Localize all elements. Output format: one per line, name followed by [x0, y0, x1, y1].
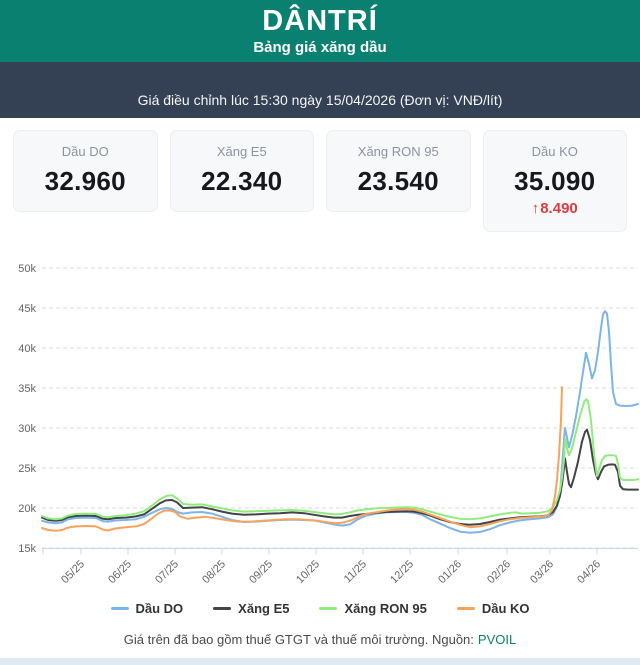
y-axis-label-15k: 15k — [18, 543, 36, 555]
x-axis-label-12/25: 12/25 — [388, 558, 416, 586]
card-value: 32.960 — [44, 166, 126, 196]
legend-label: Dầu DO — [135, 600, 184, 616]
legend-item-dầu-ko[interactable]: Dầu KO — [456, 600, 530, 616]
x-axis-label-09/25: 09/25 — [247, 558, 275, 586]
x-axis-label-04/26: 04/26 — [575, 558, 603, 586]
card-label: Xăng E5 — [216, 144, 267, 159]
card-value: 23.540 — [357, 166, 439, 196]
series-line-dầu-do — [41, 310, 639, 534]
adjustment-info-text: Giá điều chỉnh lúc 15:30 ngày 15/04/2026… — [137, 92, 503, 108]
y-axis-label-20k: 20k — [18, 503, 36, 515]
card-value: 35.090 — [514, 166, 596, 196]
price-change-value: 8.490 — [540, 200, 578, 217]
legend-label: Xăng RON 95 — [344, 600, 427, 616]
y-axis-label-30k: 30k — [18, 423, 36, 435]
series-line-dầu-ko — [41, 386, 563, 532]
y-axis-label-25k: 25k — [18, 463, 36, 475]
series-line-xăng-e5 — [41, 428, 639, 526]
x-axis-label-06/25: 06/25 — [106, 558, 134, 586]
x-axis-label-01/26: 01/26 — [436, 558, 464, 586]
dantri-logo: DÂNTRÍ — [262, 4, 378, 37]
footer-note: Giá trên đã bao gồm thuế GTGT và thuế mô… — [0, 632, 640, 647]
legend-swatch-icon — [456, 606, 475, 610]
page-title: Bảng giá xăng dầu — [253, 38, 387, 56]
series-line-xăng-ron-95 — [41, 398, 639, 521]
fuel-price-line-chart: 15k 20k 25k 30k 35k 40k 45k 50k 05/25 06/25 07/25 0… — [18, 263, 639, 586]
y-axis-label-45k: 45k — [18, 303, 36, 315]
x-axis-label-05/25: 05/25 — [59, 558, 87, 586]
card-value: 22.340 — [201, 166, 283, 196]
legend-item-xăng-e5[interactable]: Xăng E5 — [213, 601, 289, 616]
legend-label: Dầu KO — [481, 600, 530, 616]
x-axis-label-11/25: 11/25 — [342, 558, 369, 585]
price-card-dau-do: Dầu DO 32.960 — [13, 130, 158, 212]
price-card-xang-ron95: Xăng RON 95 23.540 — [326, 130, 471, 212]
price-card-xang-e5: Xăng E5 22.340 — [169, 130, 314, 212]
legend-swatch-icon — [213, 606, 232, 610]
legend-item-xăng-ron-95[interactable]: Xăng RON 95 — [319, 600, 427, 616]
price-card-dau-ko: Dầu KO 35.090 ↑8.490 — [482, 130, 627, 232]
card-label: Dầu DO — [61, 144, 109, 159]
chart-legend: Dầu DO Xăng E5 Xăng RON 95 Dầu KO — [0, 598, 640, 618]
card-label: Xăng RON 95 — [357, 144, 439, 159]
x-axis-label-07/25: 07/25 — [153, 558, 181, 586]
tax-note-text: Giá trên đã bao gồm thuế GTGT và thuế mô… — [123, 632, 474, 647]
legend-label: Xăng E5 — [238, 600, 290, 616]
x-axis-label-02/26: 02/26 — [485, 558, 513, 586]
arrow-up-icon: ↑ — [531, 200, 540, 217]
price-cards-row: Dầu DO 32.960 Xăng E5 22.340 Xăng RON 95… — [0, 118, 640, 240]
x-axis-label-03/26: 03/26 — [528, 558, 556, 586]
y-axis-label-50k: 50k — [18, 263, 36, 275]
adjustment-info-bar: Giá điều chỉnh lúc 15:30 ngày 15/04/2026… — [0, 62, 640, 118]
y-axis-label-35k: 35k — [18, 383, 36, 395]
x-axis-label-08/25: 08/25 — [200, 558, 228, 586]
legend-swatch-icon — [110, 606, 129, 610]
price-change: ↑8.490 — [484, 200, 627, 217]
x-axis-label-10/25: 10/25 — [294, 558, 322, 586]
legend-item-dầu-do[interactable]: Dầu DO — [110, 600, 184, 616]
legend-swatch-icon — [319, 606, 338, 610]
source-link-pvoil[interactable]: PVOIL — [477, 632, 517, 647]
y-axis-label-40k: 40k — [18, 343, 36, 355]
chart-area: 15k 20k 25k 30k 35k 40k 45k 50k 05/25 06/25 07/25 0… — [0, 240, 640, 592]
card-label: Dầu KO — [531, 144, 578, 159]
header: DÂNTRÍ Bảng giá xăng dầu — [0, 0, 640, 62]
